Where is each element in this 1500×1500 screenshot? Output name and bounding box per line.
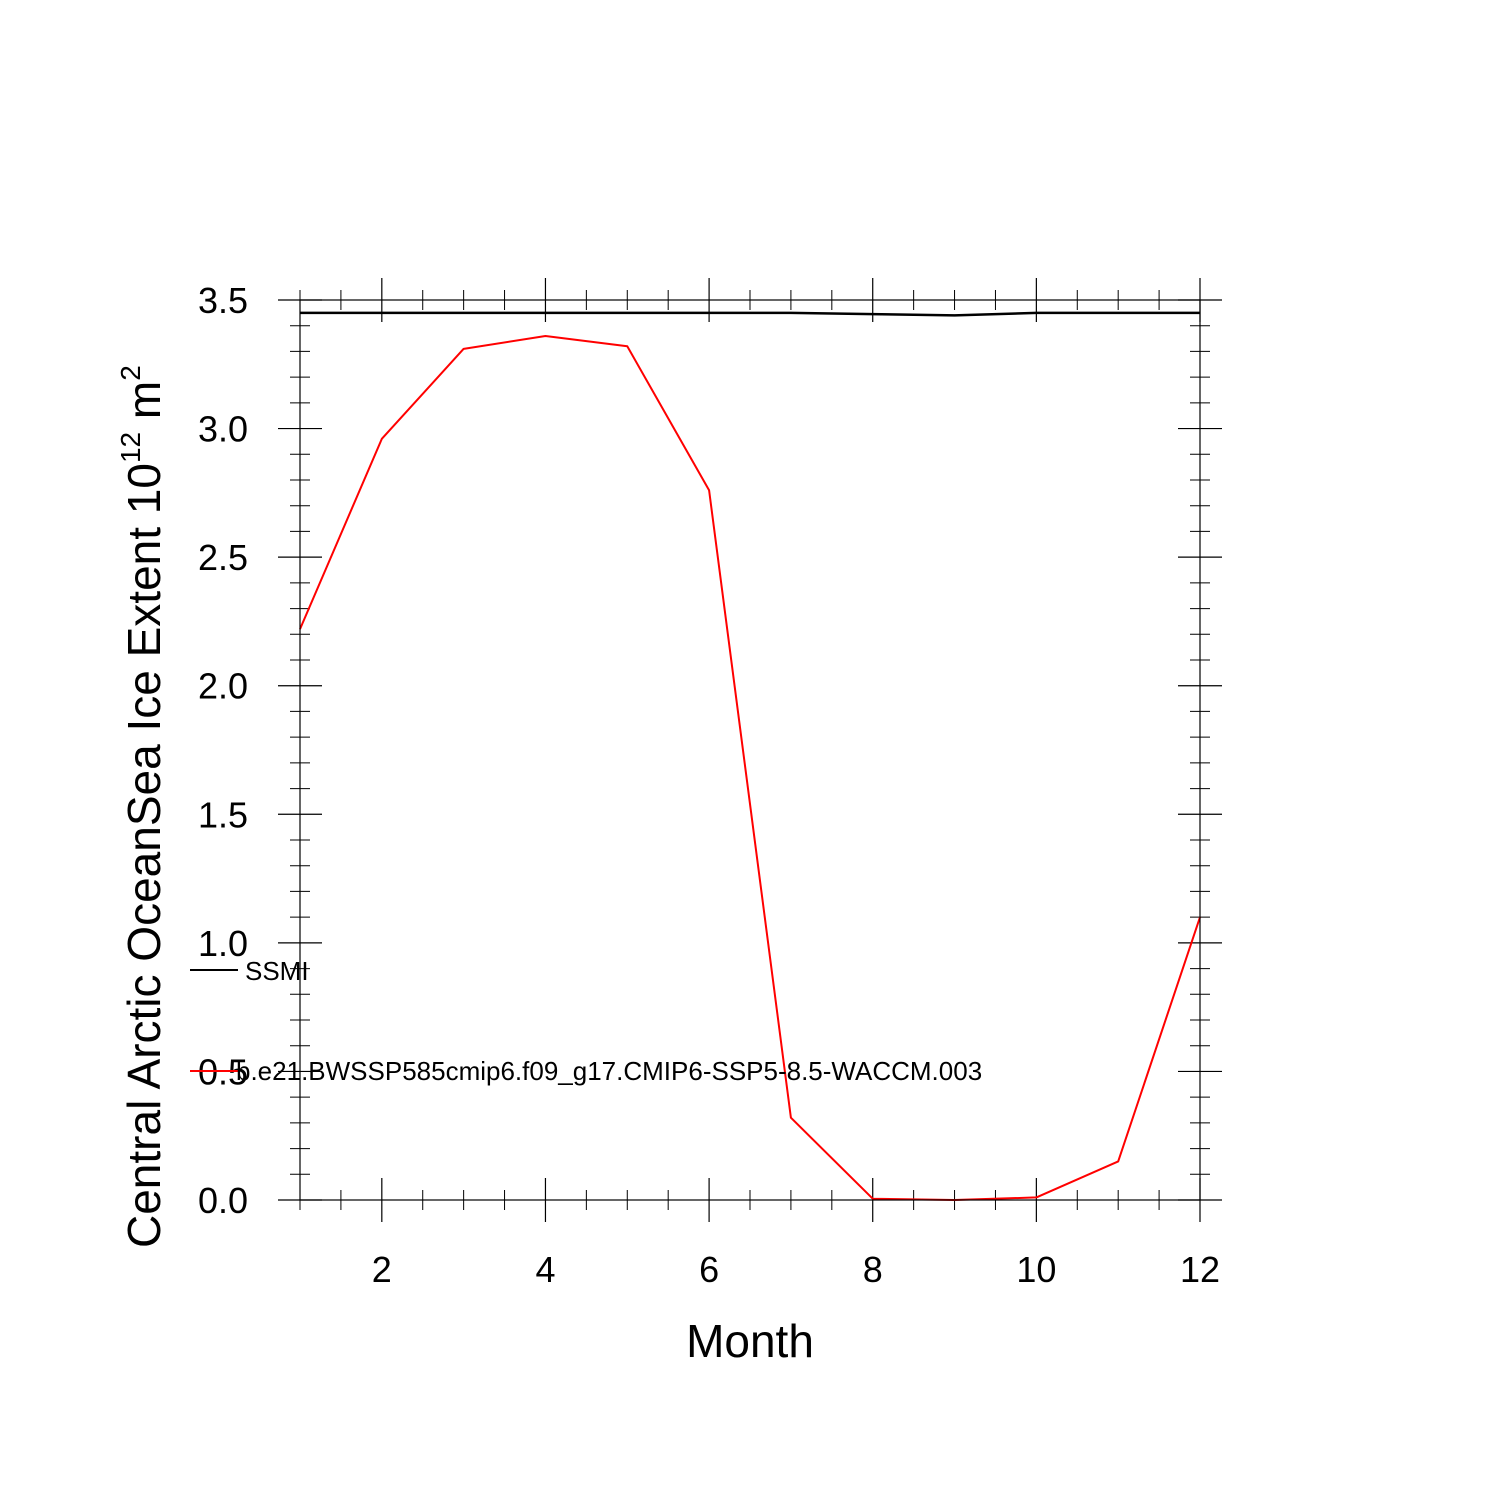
y-axis-title-main: Central Arctic OceanSea Ice Extent 10	[118, 463, 170, 1248]
y-tick-label: 2.0	[198, 666, 248, 707]
plot-frame	[299, 299, 1201, 1201]
y-axis-title: Central Arctic OceanSea Ice Extent 1012 …	[115, 365, 170, 1248]
y-tick-label: 3.0	[198, 409, 248, 450]
x-tick-label: 12	[1180, 1249, 1220, 1290]
x-tick-label: 8	[863, 1249, 883, 1290]
y-axis-title-unit: m	[118, 381, 170, 432]
x-tick-label: 4	[535, 1249, 555, 1290]
x-tick-label: 2	[372, 1249, 392, 1290]
series-lines	[299, 311, 1201, 1201]
legend: SSMI b.e21.BWSSP585cmip6.f09_g17.CMIP6-S…	[190, 956, 982, 1086]
y-tick-label: 0.0	[198, 1180, 248, 1221]
x-tick-label: 10	[1016, 1249, 1056, 1290]
x-tick-label: 6	[699, 1249, 719, 1290]
y-tick-label: 3.5	[198, 280, 248, 321]
tick-labels: 2 4 6 8 10 120.00.51.01.52.02.53.03.5	[198, 280, 1220, 1290]
y-axis-title-exp: 12	[115, 432, 146, 463]
legend-label-ssmi: SSMI	[245, 956, 309, 986]
x-axis-title: Month	[686, 1315, 814, 1367]
series-line-ssmi	[300, 311, 1200, 317]
y-tick-label: 2.5	[198, 537, 248, 578]
series-line-model	[299, 335, 1201, 1201]
y-tick-label: 1.5	[198, 794, 248, 835]
y-tick-label: 1.0	[198, 923, 248, 964]
legend-label-model: b.e21.BWSSP585cmip6.f09_g17.CMIP6-SSP5-8…	[236, 1056, 982, 1086]
y-axis-title-unit-exp: 2	[115, 365, 146, 381]
